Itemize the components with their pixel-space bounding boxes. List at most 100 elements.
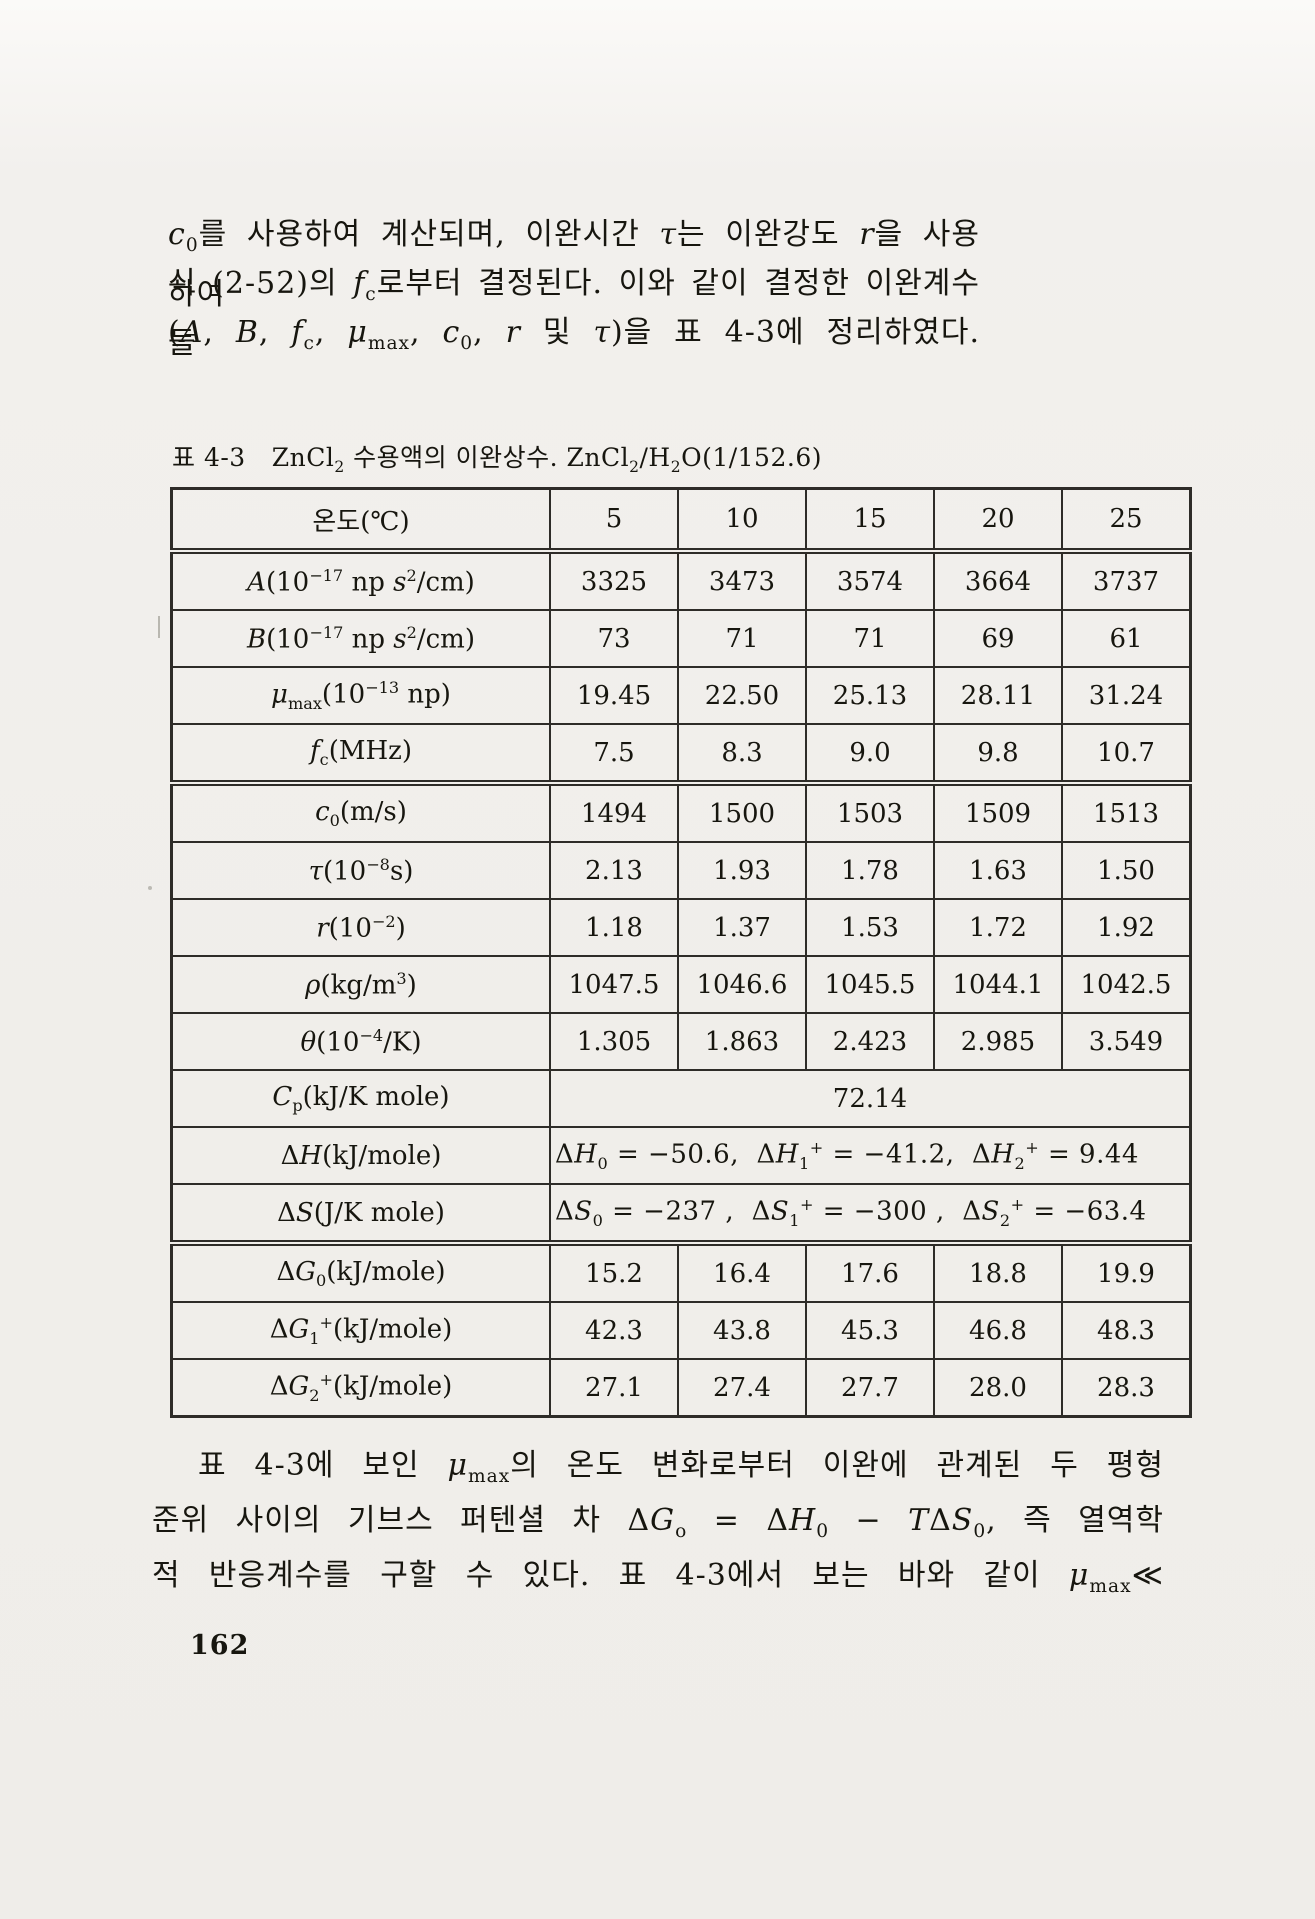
table-row-mu-max: μmax(10−13 np) 19.45 22.50 25.13 28.11 3… — [170, 666, 1192, 725]
table-row-theta: θ(10−4/K) 1.305 1.863 2.423 2.985 3.549 — [170, 1012, 1192, 1071]
cell-value: 1042.5 — [1061, 955, 1192, 1014]
cell-value: 7.5 — [549, 723, 679, 784]
cell-value: 1044.1 — [933, 955, 1063, 1014]
cell-value: 1509 — [933, 780, 1063, 843]
table-header-row: 온도(℃) 5 10 15 20 25 — [170, 487, 1192, 554]
cell-value: 2.423 — [805, 1012, 935, 1071]
cell-value: 1046.6 — [677, 955, 807, 1014]
table-row-r: r(10−2) 1.18 1.37 1.53 1.72 1.92 — [170, 898, 1192, 957]
cell-value: 3325 — [549, 550, 679, 611]
row-label: ΔG2+(kJ/mole) — [170, 1358, 551, 1418]
cell-value: 1.18 — [549, 898, 679, 957]
row-label: B(10−17 np s2/cm) — [170, 609, 551, 668]
cell-value: 1500 — [677, 780, 807, 843]
row-label: τ(10−8s) — [170, 841, 551, 900]
row-label: r(10−2) — [170, 898, 551, 957]
scan-artifact-dot — [148, 886, 152, 890]
table-row-A: A(10−17 np s2/cm) 3325 3473 3574 3664 37… — [170, 550, 1192, 611]
cell-span-value: ΔS0 = −237 , ΔS1+ = −300 , ΔS2+ = −63.4 — [549, 1183, 1192, 1244]
cell-value: 1.93 — [677, 841, 807, 900]
row-label: μmax(10−13 np) — [170, 666, 551, 725]
cell-value: 28.11 — [933, 666, 1063, 725]
cell-value: 1.305 — [549, 1012, 679, 1071]
cell-span-value: 72.14 — [549, 1069, 1192, 1128]
table-row-delta-h: ΔH(kJ/mole) ΔH0 = −50.6, ΔH1+ = −41.2, Δ… — [170, 1126, 1192, 1185]
paragraph-line: 적 반응계수를 구할 수 있다. 표 4-3에서 보는 바와 같이 μmax≪ — [152, 1558, 1164, 1597]
cell-value: 15.2 — [549, 1240, 679, 1303]
cell-value: 71 — [805, 609, 935, 668]
table-row-fc: fc(MHz) 7.5 8.3 9.0 9.8 10.7 — [170, 723, 1192, 784]
cell-value: 71 — [677, 609, 807, 668]
cell-value: 25.13 — [805, 666, 935, 725]
header-temp-10: 10 — [677, 487, 807, 554]
cell-value: 3.549 — [1061, 1012, 1192, 1071]
table-caption: 표 4-3 ZnCl2 수용액의 이완상수. ZnCl2/H2O(1/152.6… — [172, 438, 822, 476]
header-temp-5: 5 — [549, 487, 679, 554]
cell-value: 1.37 — [677, 898, 807, 957]
row-label: fc(MHz) — [170, 723, 551, 784]
cell-value: 8.3 — [677, 723, 807, 784]
row-label: ΔG1+(kJ/mole) — [170, 1301, 551, 1360]
page-number: 162 — [190, 1630, 250, 1661]
cell-value: 73 — [549, 609, 679, 668]
cell-value: 3473 — [677, 550, 807, 611]
cell-value: 17.6 — [805, 1240, 935, 1303]
intro-paragraph: c0를 사용하여 계산되며, 이완시간 τ는 이완강도 r을 사용하여 식 (2… — [168, 210, 981, 361]
row-label: A(10−17 np s2/cm) — [170, 550, 551, 611]
cell-value: 1.92 — [1061, 898, 1192, 957]
cell-value: 31.24 — [1061, 666, 1192, 725]
cell-value: 1.78 — [805, 841, 935, 900]
cell-value: 1047.5 — [549, 955, 679, 1014]
row-label: c0(m/s) — [170, 780, 551, 843]
cell-value: 1.53 — [805, 898, 935, 957]
paragraph-line: 표 4-3에 보인 μmax의 온도 변화로부터 이완에 관계된 두 평형 — [198, 1448, 1164, 1487]
header-temp-15: 15 — [805, 487, 935, 554]
cell-value: 48.3 — [1061, 1301, 1192, 1360]
table-caption-text: ZnCl2 수용액의 이완상수. ZnCl2/H2O(1/152.6) — [271, 443, 822, 476]
row-label: ΔH(kJ/mole) — [170, 1126, 551, 1185]
row-label: ΔS(J/K mole) — [170, 1183, 551, 1244]
cell-value: 43.8 — [677, 1301, 807, 1360]
cell-value: 69 — [933, 609, 1063, 668]
cell-value: 9.8 — [933, 723, 1063, 784]
row-label: ΔG0(kJ/mole) — [170, 1240, 551, 1303]
cell-value: 61 — [1061, 609, 1192, 668]
cell-span-value: ΔH0 = −50.6, ΔH1+ = −41.2, ΔH2+ = 9.44 — [549, 1126, 1192, 1185]
cell-value: 16.4 — [677, 1240, 807, 1303]
table-row-delta-s: ΔS(J/K mole) ΔS0 = −237 , ΔS1+ = −300 , … — [170, 1183, 1192, 1244]
cell-value: 1.72 — [933, 898, 1063, 957]
cell-value: 18.8 — [933, 1240, 1063, 1303]
cell-value: 45.3 — [805, 1301, 935, 1360]
paragraph-line: c0를 사용하여 계산되며, 이완시간 τ는 이완강도 r을 사용하여 — [168, 217, 980, 312]
cell-value: 27.1 — [549, 1358, 679, 1418]
discussion-paragraph: 표 4-3에 보인 μmax의 온도 변화로부터 이완에 관계된 두 평형 준위… — [152, 1438, 1164, 1603]
table-row-delta-g2: ΔG2+(kJ/mole) 27.1 27.4 27.7 28.0 28.3 — [170, 1358, 1192, 1418]
header-temp-20: 20 — [933, 487, 1063, 554]
cell-value: 3574 — [805, 550, 935, 611]
cell-value: 1503 — [805, 780, 935, 843]
paragraph-line: (A, B, fc, μmax, c0, r 및 τ)을 표 4-3에 정리하였… — [168, 315, 981, 354]
header-temp-25: 25 — [1061, 487, 1192, 554]
cell-value: 28.0 — [933, 1358, 1063, 1418]
row-label: Cp(kJ/K mole) — [170, 1069, 551, 1128]
cell-value: 1.863 — [677, 1012, 807, 1071]
cell-value: 2.985 — [933, 1012, 1063, 1071]
cell-value: 42.3 — [549, 1301, 679, 1360]
cell-value: 1.63 — [933, 841, 1063, 900]
cell-value: 19.9 — [1061, 1240, 1192, 1303]
row-label: θ(10−4/K) — [170, 1012, 551, 1071]
row-label: ρ(kg/m3) — [170, 955, 551, 1014]
cell-value: 1045.5 — [805, 955, 935, 1014]
table-row-rho: ρ(kg/m3) 1047.5 1046.6 1045.5 1044.1 104… — [170, 955, 1192, 1014]
cell-value: 9.0 — [805, 723, 935, 784]
table-row-tau: τ(10−8s) 2.13 1.93 1.78 1.63 1.50 — [170, 841, 1192, 900]
scan-artifact-line — [158, 616, 160, 638]
header-temperature-label: 온도(℃) — [170, 487, 551, 554]
cell-value: 27.7 — [805, 1358, 935, 1418]
table-row-cp: Cp(kJ/K mole) 72.14 — [170, 1069, 1192, 1128]
cell-value: 2.13 — [549, 841, 679, 900]
cell-value: 3737 — [1061, 550, 1192, 611]
relaxation-constants-table: 온도(℃) 5 10 15 20 25 A(10−17 np s2/cm) 33… — [170, 487, 1192, 1418]
cell-value: 28.3 — [1061, 1358, 1192, 1418]
